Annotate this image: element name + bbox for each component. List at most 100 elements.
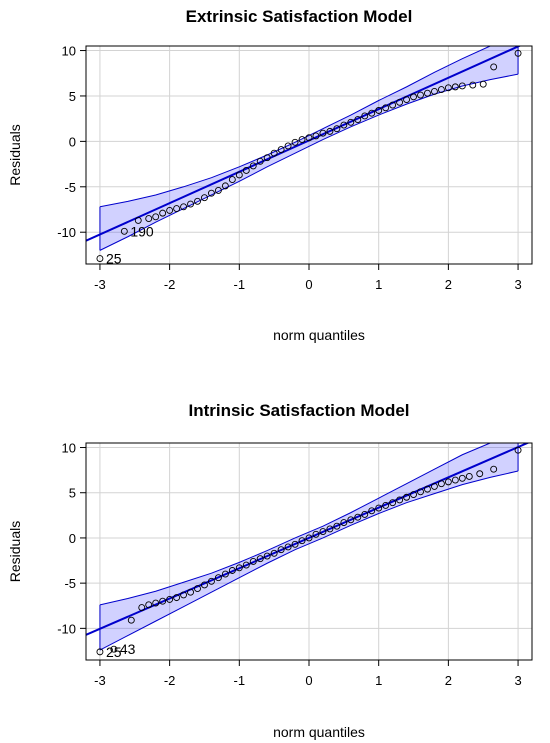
data-point <box>403 493 411 501</box>
x-tick-label: 2 <box>445 277 452 292</box>
band-upper-edge <box>99 442 519 606</box>
data-point <box>490 63 498 71</box>
data-point <box>120 227 128 235</box>
x-tick-label: -2 <box>164 277 176 292</box>
data-point <box>173 205 181 213</box>
data-point <box>430 482 438 490</box>
data-point <box>145 215 153 223</box>
data-point <box>410 93 417 101</box>
x-tick-label: -2 <box>164 673 176 688</box>
data-point <box>514 49 522 57</box>
data-point <box>152 599 160 607</box>
data-point <box>277 546 285 554</box>
data-point <box>368 507 376 515</box>
data-point <box>298 537 306 545</box>
data-point <box>284 543 292 551</box>
data-point <box>201 194 208 202</box>
data-point <box>417 488 424 496</box>
data-point <box>465 473 473 480</box>
x-tick-label: -3 <box>94 673 106 688</box>
data-point <box>214 574 222 582</box>
data-point <box>284 142 292 150</box>
data-point <box>145 601 153 609</box>
data-point <box>382 104 390 112</box>
y-axis-label: Residuals <box>7 124 23 185</box>
data-point <box>194 585 201 593</box>
data-point <box>291 138 299 146</box>
y-tick-label: -10 <box>57 621 76 636</box>
y-tick-label: 5 <box>69 486 76 501</box>
data-point <box>173 594 181 602</box>
y-tick-label: -10 <box>57 225 76 240</box>
data-point <box>270 149 278 157</box>
x-tick-label: 3 <box>514 277 521 292</box>
x-tick-label: -1 <box>234 277 246 292</box>
data-point <box>159 209 167 217</box>
x-tick-label: 2 <box>445 673 452 688</box>
data-point <box>235 171 243 179</box>
y-tick-label: -5 <box>64 180 76 195</box>
data-point <box>166 206 174 214</box>
data-point <box>256 157 264 165</box>
data-point <box>479 80 487 88</box>
data-point <box>333 522 341 530</box>
data-point <box>312 132 320 140</box>
data-point <box>152 213 160 221</box>
data-point <box>333 125 341 133</box>
data-point <box>382 501 390 509</box>
data-point <box>207 189 215 197</box>
data-point <box>242 166 250 174</box>
y-axis-label: Residuals <box>7 521 23 582</box>
data-point <box>138 604 146 612</box>
data-point <box>194 197 201 205</box>
band-lower-edge <box>99 73 519 251</box>
data-point <box>375 504 383 512</box>
data-point <box>159 597 167 605</box>
data-point <box>444 478 452 486</box>
data-point <box>514 446 522 454</box>
data-point <box>134 216 142 224</box>
data-point <box>361 510 369 518</box>
chart-title: Intrinsic Satisfaction Model <box>188 401 409 420</box>
data-point <box>451 476 459 484</box>
data-point <box>312 530 320 538</box>
data-point <box>437 480 445 488</box>
data-point <box>389 101 397 109</box>
data-point <box>424 485 431 493</box>
x-tick-label: -3 <box>94 277 106 292</box>
data-point <box>326 525 334 533</box>
data-point <box>187 200 194 208</box>
data-point <box>180 203 188 211</box>
data-point <box>298 136 306 144</box>
data-point <box>340 519 348 527</box>
data-point <box>347 516 355 524</box>
data-point <box>270 549 278 557</box>
band-upper-edge <box>99 45 519 208</box>
data-point <box>127 616 135 624</box>
point-label: 43 <box>120 641 136 657</box>
x-axis-label: norm quantiles <box>273 327 365 343</box>
data-point <box>235 564 243 572</box>
data-point <box>389 499 397 507</box>
confidence-band <box>99 443 519 651</box>
data-point <box>490 465 498 473</box>
data-point <box>326 127 334 135</box>
band-lower-edge <box>99 470 519 651</box>
data-point <box>277 146 285 154</box>
data-point <box>256 555 264 563</box>
data-point <box>305 534 313 542</box>
point-label: 25 <box>106 644 122 660</box>
data-point <box>354 513 362 521</box>
data-point <box>249 162 257 170</box>
y-tick-label: -5 <box>64 576 76 591</box>
data-point <box>403 96 411 104</box>
data-point <box>340 121 348 129</box>
data-point <box>249 557 257 565</box>
data-point <box>347 118 355 126</box>
data-point <box>361 112 369 120</box>
x-tick-label: 0 <box>305 673 312 688</box>
data-point <box>430 87 438 95</box>
data-point <box>305 134 313 142</box>
data-point <box>96 255 104 262</box>
